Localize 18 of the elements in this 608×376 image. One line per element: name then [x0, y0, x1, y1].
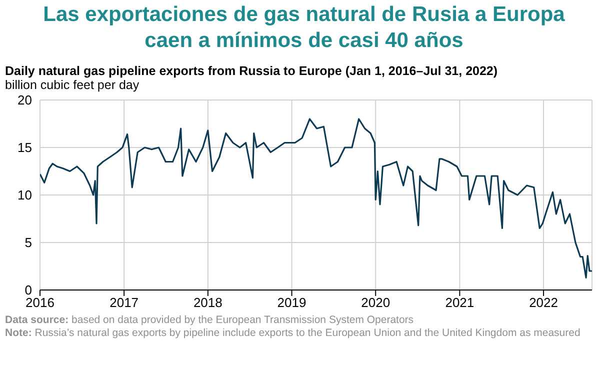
- line-series: [40, 118, 592, 278]
- y-tick-label: 5: [24, 235, 32, 250]
- x-tick-label: 2021: [445, 295, 474, 310]
- y-tick-label: 0: [24, 282, 32, 298]
- x-tick-label: 2016: [26, 295, 54, 310]
- y-tick-label: 20: [18, 92, 32, 108]
- y-tick-label: 15: [18, 140, 32, 156]
- x-tick-label: 2020: [361, 295, 390, 310]
- chart-subtitle: Daily natural gas pipeline exports from Russia to Europe (Jan 1, 2016–Jul 31, 2022): [4, 64, 499, 78]
- y-tick-label: 10: [18, 188, 32, 203]
- x-tick-label: 2019: [277, 295, 306, 310]
- x-tick-label: 2022: [529, 295, 558, 310]
- x-tick-label: 2017: [110, 295, 139, 310]
- text: Note: Russia’s natural gas exports by pipeline include exports to the European Union and the United Kingdom as measured: [5, 327, 582, 340]
- y-axis-title: billion cubic feet per day: [4, 78, 140, 92]
- chart-title: Las exportaciones de gas natural de Rusia a Europa caen a mínimos de casi 40 años: [42, 2, 566, 54]
- x-tick-label: 2018: [193, 295, 222, 310]
- source-note: Data source: based on data provided by the European Transmission System Operators: [5, 314, 415, 327]
